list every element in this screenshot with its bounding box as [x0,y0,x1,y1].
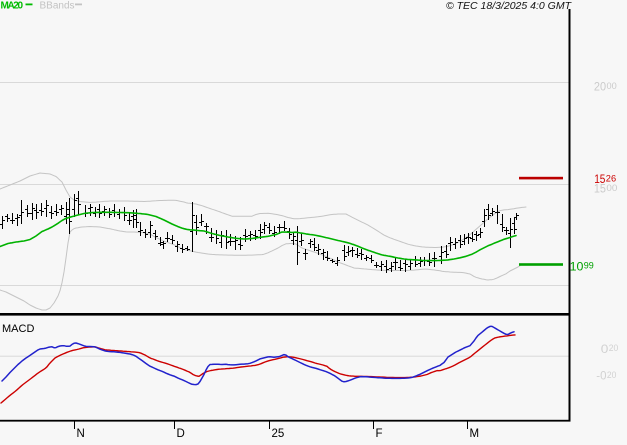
svg-text:D: D [177,428,185,440]
svg-text:15: 15 [594,172,605,186]
svg-text:M: M [470,428,480,440]
svg-text:00: 00 [607,81,617,91]
svg-text:MACD: MACD [2,323,34,335]
svg-text:20: 20 [594,80,606,94]
svg-text:99: 99 [584,261,594,271]
svg-text:26: 26 [606,173,616,183]
svg-text:MA20: MA20 [1,1,24,12]
svg-text:20: 20 [607,370,617,380]
svg-text:10: 10 [570,259,584,273]
svg-text:00: 00 [606,183,617,193]
svg-text:-0: -0 [596,369,607,383]
svg-text:F: F [376,428,383,440]
svg-text:20: 20 [609,343,619,353]
svg-text:N: N [77,428,85,440]
svg-text:BBands: BBands [40,1,75,12]
svg-text:© TEC 18/3/2025 4:0 GMT: © TEC 18/3/2025 4:0 GMT [446,0,573,12]
svg-text:0: 0 [601,342,609,356]
svg-text:15: 15 [594,182,606,196]
svg-text:25: 25 [272,428,285,440]
